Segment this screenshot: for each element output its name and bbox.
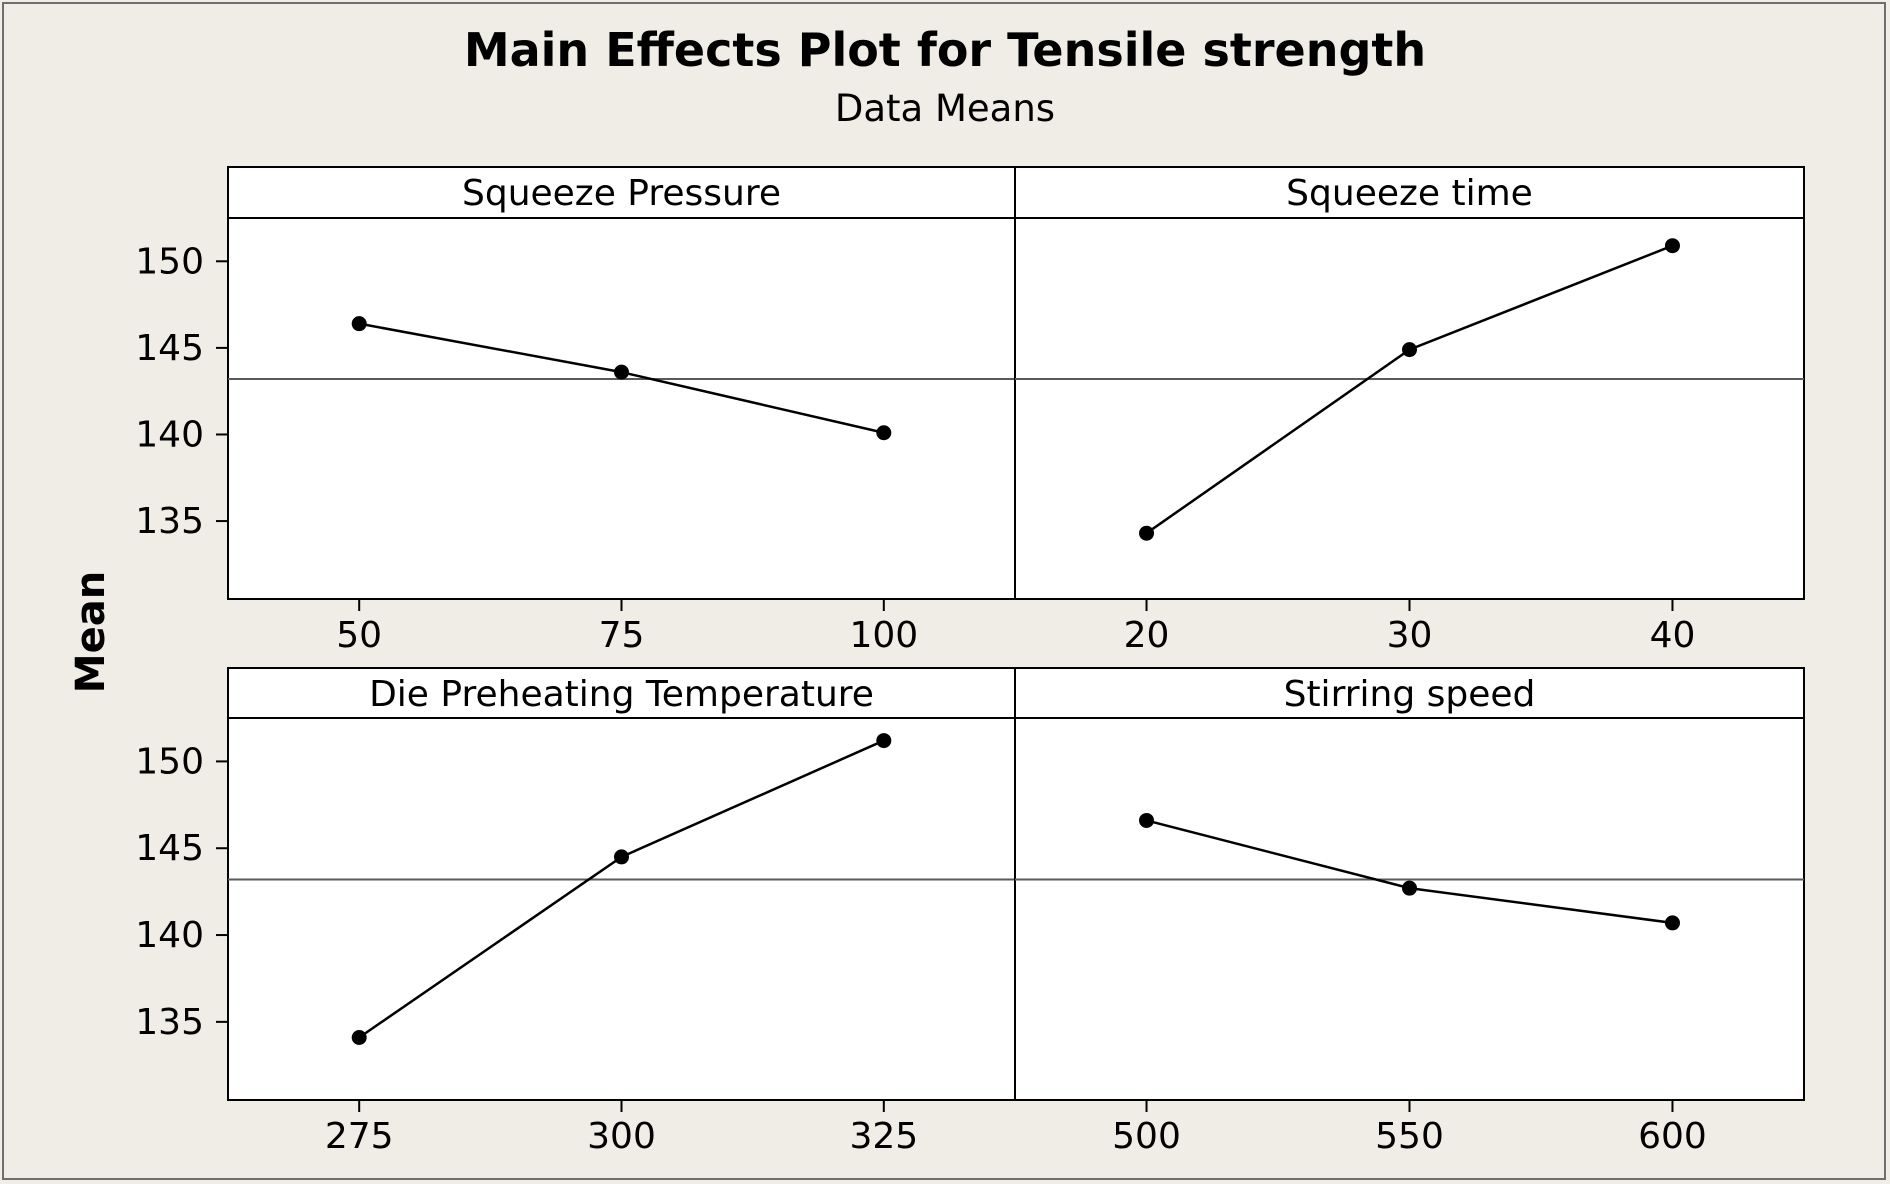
- data-point: [614, 364, 629, 380]
- panels-group: Squeeze Pressure 135 140 145 150 50 75 100 Squee…: [135, 166, 1805, 1157]
- panel-frame: [1014, 166, 1805, 600]
- data-point: [1664, 238, 1680, 254]
- x-tick-label: 600: [1638, 1116, 1707, 1157]
- x-tick-label: 30: [1387, 615, 1433, 656]
- data-point: [1139, 525, 1155, 541]
- data-point: [876, 733, 892, 749]
- y-tick-label: 140: [135, 414, 204, 455]
- y-tick-label: 135: [135, 501, 204, 542]
- panel-strip-label: Stirring speed: [1284, 674, 1536, 715]
- y-tick-label: 135: [135, 1002, 204, 1043]
- x-tick-label: 75: [599, 615, 645, 656]
- x-tick-label: 550: [1375, 1116, 1444, 1157]
- panel-frame: [227, 667, 1016, 1101]
- data-point: [1402, 342, 1417, 358]
- y-tick-label: 150: [135, 241, 204, 282]
- data-point: [876, 425, 892, 441]
- x-tick-label: 20: [1124, 615, 1170, 656]
- y-tick-label: 150: [135, 741, 204, 782]
- x-tick-label: 325: [849, 1116, 918, 1157]
- panel-strip-label: Squeeze time: [1286, 173, 1533, 214]
- main-effects-chart: Main Effects Plot for Tensile strength D…: [68, 23, 1805, 1157]
- x-tick-label: 50: [336, 615, 382, 656]
- x-tick-label: 100: [849, 615, 918, 656]
- x-tick-label: 300: [587, 1116, 656, 1157]
- y-axis-label: Mean: [68, 571, 114, 693]
- chart-title: Main Effects Plot for Tensile strength: [464, 23, 1426, 77]
- data-point: [1402, 880, 1417, 896]
- y-tick-label: 140: [135, 915, 204, 956]
- y-tick-label: 145: [135, 328, 204, 369]
- x-tick-label: 40: [1650, 615, 1696, 656]
- data-point: [1139, 812, 1155, 828]
- chart-subtitle: Data Means: [835, 87, 1055, 130]
- panel-strip-label: Die Preheating Temperature: [369, 674, 874, 715]
- data-point: [351, 316, 367, 332]
- x-tick-label: 275: [325, 1116, 394, 1157]
- panel-strip-label: Squeeze Pressure: [462, 173, 781, 214]
- data-point: [1664, 915, 1680, 931]
- data-point: [351, 1029, 367, 1045]
- y-tick-label: 145: [135, 828, 204, 869]
- panel-frame: [227, 166, 1016, 600]
- x-tick-label: 500: [1112, 1116, 1181, 1157]
- data-point: [614, 849, 629, 865]
